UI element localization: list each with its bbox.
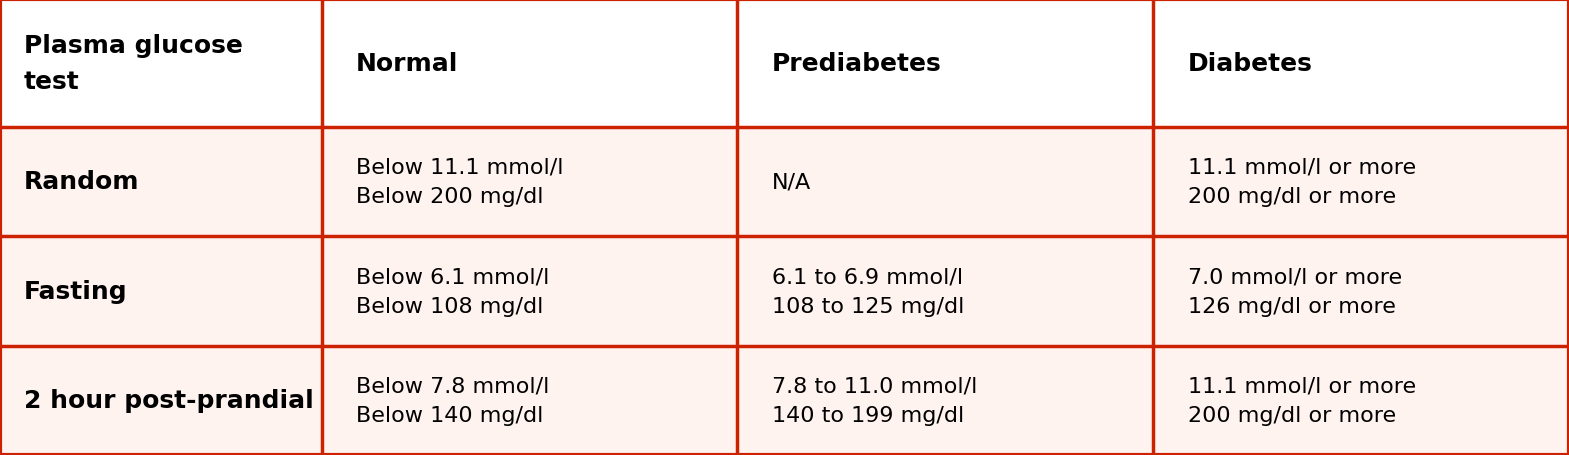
Bar <box>322 127 737 237</box>
Text: 2 hour post-prandial: 2 hour post-prandial <box>24 389 314 412</box>
Bar <box>737 346 1153 455</box>
Bar <box>0 346 322 455</box>
Text: 7.0 mmol/l or more
126 mg/dl or more: 7.0 mmol/l or more 126 mg/dl or more <box>1188 267 1401 316</box>
Bar <box>1153 237 1569 346</box>
Text: 6.1 to 6.9 mmol/l
108 to 125 mg/dl: 6.1 to 6.9 mmol/l 108 to 125 mg/dl <box>772 267 965 316</box>
Text: Normal: Normal <box>356 52 458 76</box>
Bar <box>737 237 1153 346</box>
Bar <box>1153 346 1569 455</box>
Bar <box>0 0 322 127</box>
Bar <box>737 0 1153 127</box>
Text: N/A: N/A <box>772 172 811 192</box>
Text: Prediabetes: Prediabetes <box>772 52 941 76</box>
Text: Below 11.1 mmol/l
Below 200 mg/dl: Below 11.1 mmol/l Below 200 mg/dl <box>356 157 563 207</box>
Bar <box>1153 0 1569 127</box>
Bar <box>737 127 1153 237</box>
Text: Fasting: Fasting <box>24 279 127 303</box>
Text: 11.1 mmol/l or more
200 mg/dl or more: 11.1 mmol/l or more 200 mg/dl or more <box>1188 157 1415 207</box>
Text: 11.1 mmol/l or more
200 mg/dl or more: 11.1 mmol/l or more 200 mg/dl or more <box>1188 376 1415 425</box>
Bar <box>0 127 322 237</box>
Text: Random: Random <box>24 170 140 194</box>
Bar <box>1153 127 1569 237</box>
Text: Plasma glucose
test: Plasma glucose test <box>24 34 242 93</box>
Bar <box>322 346 737 455</box>
Bar <box>0 237 322 346</box>
Text: Below 6.1 mmol/l
Below 108 mg/dl: Below 6.1 mmol/l Below 108 mg/dl <box>356 267 549 316</box>
Bar <box>322 0 737 127</box>
Text: 7.8 to 11.0 mmol/l
140 to 199 mg/dl: 7.8 to 11.0 mmol/l 140 to 199 mg/dl <box>772 376 977 425</box>
Bar <box>322 237 737 346</box>
Text: Diabetes: Diabetes <box>1188 52 1313 76</box>
Text: Below 7.8 mmol/l
Below 140 mg/dl: Below 7.8 mmol/l Below 140 mg/dl <box>356 376 549 425</box>
